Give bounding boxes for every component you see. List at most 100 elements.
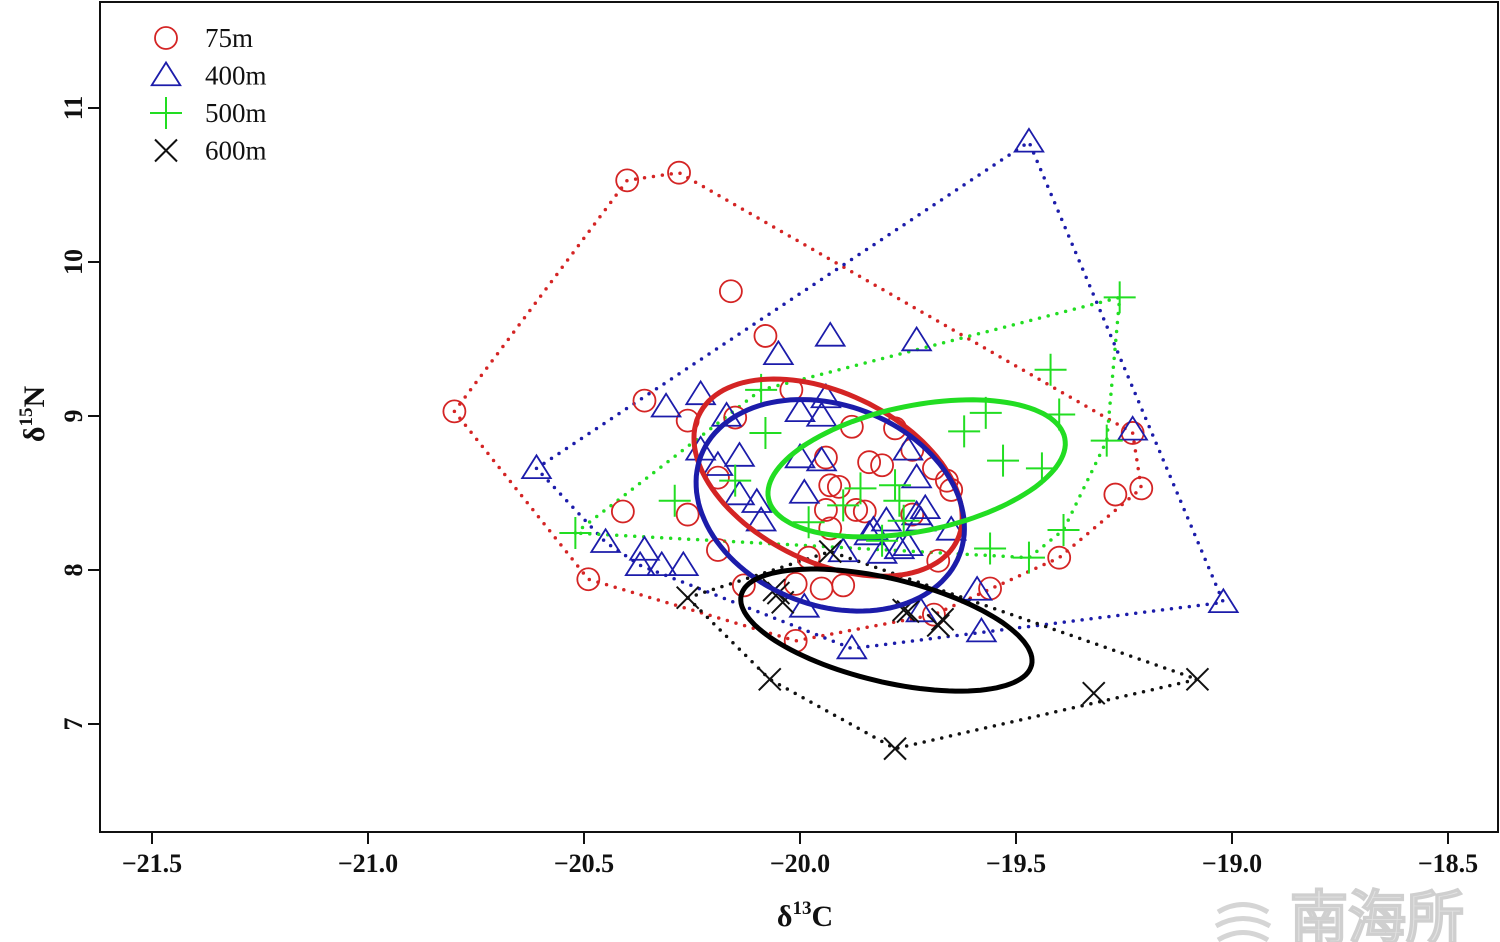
point-400m bbox=[1013, 127, 1045, 153]
point-400m bbox=[805, 401, 838, 427]
point-500m bbox=[1103, 281, 1136, 314]
point-400m bbox=[740, 487, 773, 513]
point-400m bbox=[589, 527, 622, 553]
y-axis: 7 8 9 10 11 bbox=[59, 96, 100, 731]
point-400m bbox=[1207, 587, 1240, 613]
point-400m bbox=[710, 401, 743, 427]
point-600m bbox=[675, 586, 700, 610]
point-75m bbox=[809, 576, 834, 601]
legend-marker-600m bbox=[154, 138, 178, 163]
hull-400m bbox=[533, 139, 1226, 651]
point-500m bbox=[974, 532, 1007, 565]
point-400m bbox=[883, 533, 916, 560]
x-tick-label: −20.0 bbox=[770, 849, 830, 878]
point-400m bbox=[853, 519, 886, 546]
x-axis: −21.5 −21.0 −20.5 −20.0 −19.5 −19.0 −18.5 bbox=[122, 832, 1478, 878]
point-500m bbox=[559, 517, 592, 550]
point-75m bbox=[926, 548, 951, 573]
point-600m bbox=[1185, 667, 1210, 692]
x-tick-label: −19.0 bbox=[1202, 849, 1262, 878]
point-400m bbox=[788, 478, 821, 504]
legend-marker-75m bbox=[154, 26, 178, 50]
point-400m bbox=[892, 435, 924, 461]
legend: 75m 400m 500m 600m bbox=[150, 23, 267, 166]
point-500m bbox=[749, 416, 782, 449]
point-400m bbox=[520, 453, 553, 480]
point-75m bbox=[857, 450, 882, 475]
point-400m bbox=[723, 479, 756, 506]
point-400m bbox=[805, 445, 838, 472]
point-75m bbox=[675, 502, 700, 527]
point-500m bbox=[827, 489, 860, 522]
hull-75m bbox=[452, 170, 1144, 643]
y-tick-label: 7 bbox=[59, 718, 88, 731]
point-75m bbox=[900, 502, 925, 527]
point-600m bbox=[1082, 681, 1106, 705]
point-400m bbox=[900, 462, 933, 489]
point-500m bbox=[879, 469, 912, 502]
legend-marker-500m bbox=[150, 97, 182, 129]
point-400m bbox=[870, 506, 903, 532]
point-400m bbox=[762, 339, 795, 366]
ellipse-600m bbox=[738, 566, 1035, 694]
point-600m bbox=[818, 539, 842, 564]
hull-500m bbox=[570, 295, 1122, 560]
x-axis-title: δ13C bbox=[777, 898, 833, 933]
y-tick-label: 9 bbox=[59, 410, 88, 423]
point-500m bbox=[1034, 353, 1067, 386]
point-400m bbox=[857, 515, 890, 541]
point-75m bbox=[576, 567, 601, 592]
point-500m bbox=[948, 415, 981, 448]
point-75m bbox=[718, 279, 743, 304]
point-400m bbox=[1116, 415, 1149, 441]
point-75m bbox=[1129, 476, 1154, 501]
x-tick-label: −19.5 bbox=[986, 849, 1046, 878]
point-400m bbox=[900, 325, 933, 352]
point-500m bbox=[844, 472, 877, 505]
point-75m bbox=[753, 324, 778, 348]
point-75m bbox=[632, 388, 657, 413]
point-75m bbox=[442, 399, 467, 424]
point-400m bbox=[827, 536, 860, 563]
point-75m bbox=[818, 473, 843, 498]
point-75m bbox=[818, 516, 843, 541]
point-75m bbox=[826, 474, 851, 499]
point-400m bbox=[667, 550, 700, 577]
point-75m bbox=[731, 573, 756, 598]
point-75m bbox=[844, 498, 869, 522]
point-75m bbox=[852, 499, 877, 524]
y-tick-label: 11 bbox=[59, 96, 88, 121]
point-75m bbox=[610, 499, 635, 524]
point-500m bbox=[987, 444, 1020, 477]
point-400m bbox=[892, 530, 924, 557]
y-tick-label: 8 bbox=[59, 564, 88, 577]
point-600m bbox=[930, 607, 955, 631]
point-75m bbox=[1047, 545, 1072, 570]
point-400m bbox=[723, 441, 756, 467]
watermark-logo bbox=[1214, 902, 1272, 942]
point-500m bbox=[866, 524, 899, 557]
point-75m bbox=[831, 573, 856, 598]
point-500m bbox=[719, 464, 752, 497]
point-400m bbox=[909, 493, 942, 520]
point-600m bbox=[758, 667, 782, 692]
legend-label: 75m bbox=[205, 23, 253, 53]
point-75m bbox=[922, 602, 946, 627]
point-400m bbox=[835, 633, 868, 660]
point-400m bbox=[701, 450, 734, 476]
point-400m bbox=[814, 321, 847, 347]
point-400m bbox=[650, 392, 683, 418]
point-400m bbox=[645, 550, 678, 577]
point-500m bbox=[883, 484, 916, 517]
point-75m bbox=[814, 498, 838, 522]
legend-marker-400m bbox=[150, 60, 182, 87]
x-tick-label: −21.5 bbox=[122, 849, 182, 878]
point-75m bbox=[615, 168, 640, 193]
point-500m bbox=[1012, 541, 1045, 574]
plot-frame bbox=[99, 1, 1499, 833]
point-400m bbox=[809, 382, 842, 409]
point-75m bbox=[783, 571, 808, 596]
point-75m bbox=[1103, 482, 1128, 507]
point-400m bbox=[745, 506, 778, 532]
